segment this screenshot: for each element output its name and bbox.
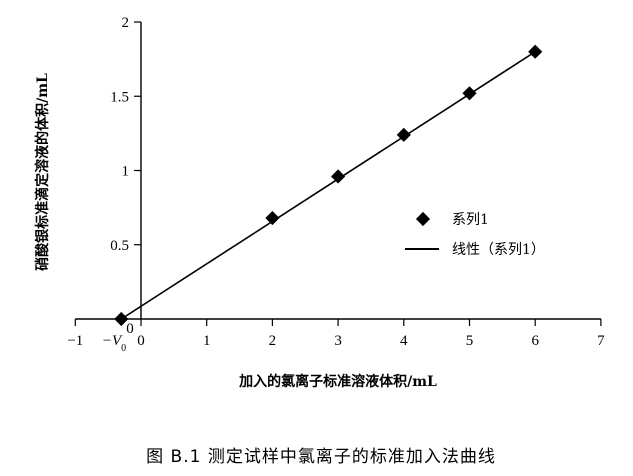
y-axis-title: 硝酸银标准滴定溶液的体积/mL xyxy=(34,73,51,271)
x-tick-label-6: 6 xyxy=(531,333,539,349)
y-tick-label-2: 2 xyxy=(122,15,130,31)
legend-label-series-1: 系列1 xyxy=(452,212,489,228)
data-point-3 xyxy=(396,127,411,142)
axis-labels: −1 0 1 2 3 4 5 6 70−V00.511.52 xyxy=(67,15,605,354)
x-tick-label-4: 4 xyxy=(400,333,408,349)
legend-label-trendline: 线性（系列1） xyxy=(452,242,545,258)
figure-caption: 图 B.1 测定试样中氯离子的标准加入法曲线 xyxy=(146,447,496,467)
y-tick-label-1: 1 xyxy=(122,164,130,180)
x-tick-label-5: 5 xyxy=(466,333,474,349)
x-tick-label-1: 1 xyxy=(203,333,211,349)
data-point-2 xyxy=(331,169,346,184)
legend-marker-series-1 xyxy=(415,211,431,227)
x-tick-label-7: 7 xyxy=(597,333,605,349)
x-tick-label-2: 2 xyxy=(269,333,277,349)
axes xyxy=(74,21,602,326)
data-point-5 xyxy=(528,44,543,59)
x-tick-label--1: −1 xyxy=(67,333,83,349)
x-tick-label-3: 3 xyxy=(334,333,342,349)
x-axis-title: 加入的氯离子标准溶液体积/mL xyxy=(238,373,437,390)
data-point-1 xyxy=(265,210,280,226)
x-tick-label-0: 0 xyxy=(137,333,145,349)
origin-label: 0 xyxy=(126,321,134,337)
data-marks xyxy=(114,44,543,327)
data-point-4 xyxy=(462,86,477,101)
y-tick-label-0.5: 0.5 xyxy=(110,238,129,254)
legend: 系列1 线性（系列1） xyxy=(405,211,545,258)
v0-label: −V0 xyxy=(102,333,126,354)
y-tick-label-1.5: 1.5 xyxy=(110,89,129,105)
data-point-0 xyxy=(114,311,129,327)
